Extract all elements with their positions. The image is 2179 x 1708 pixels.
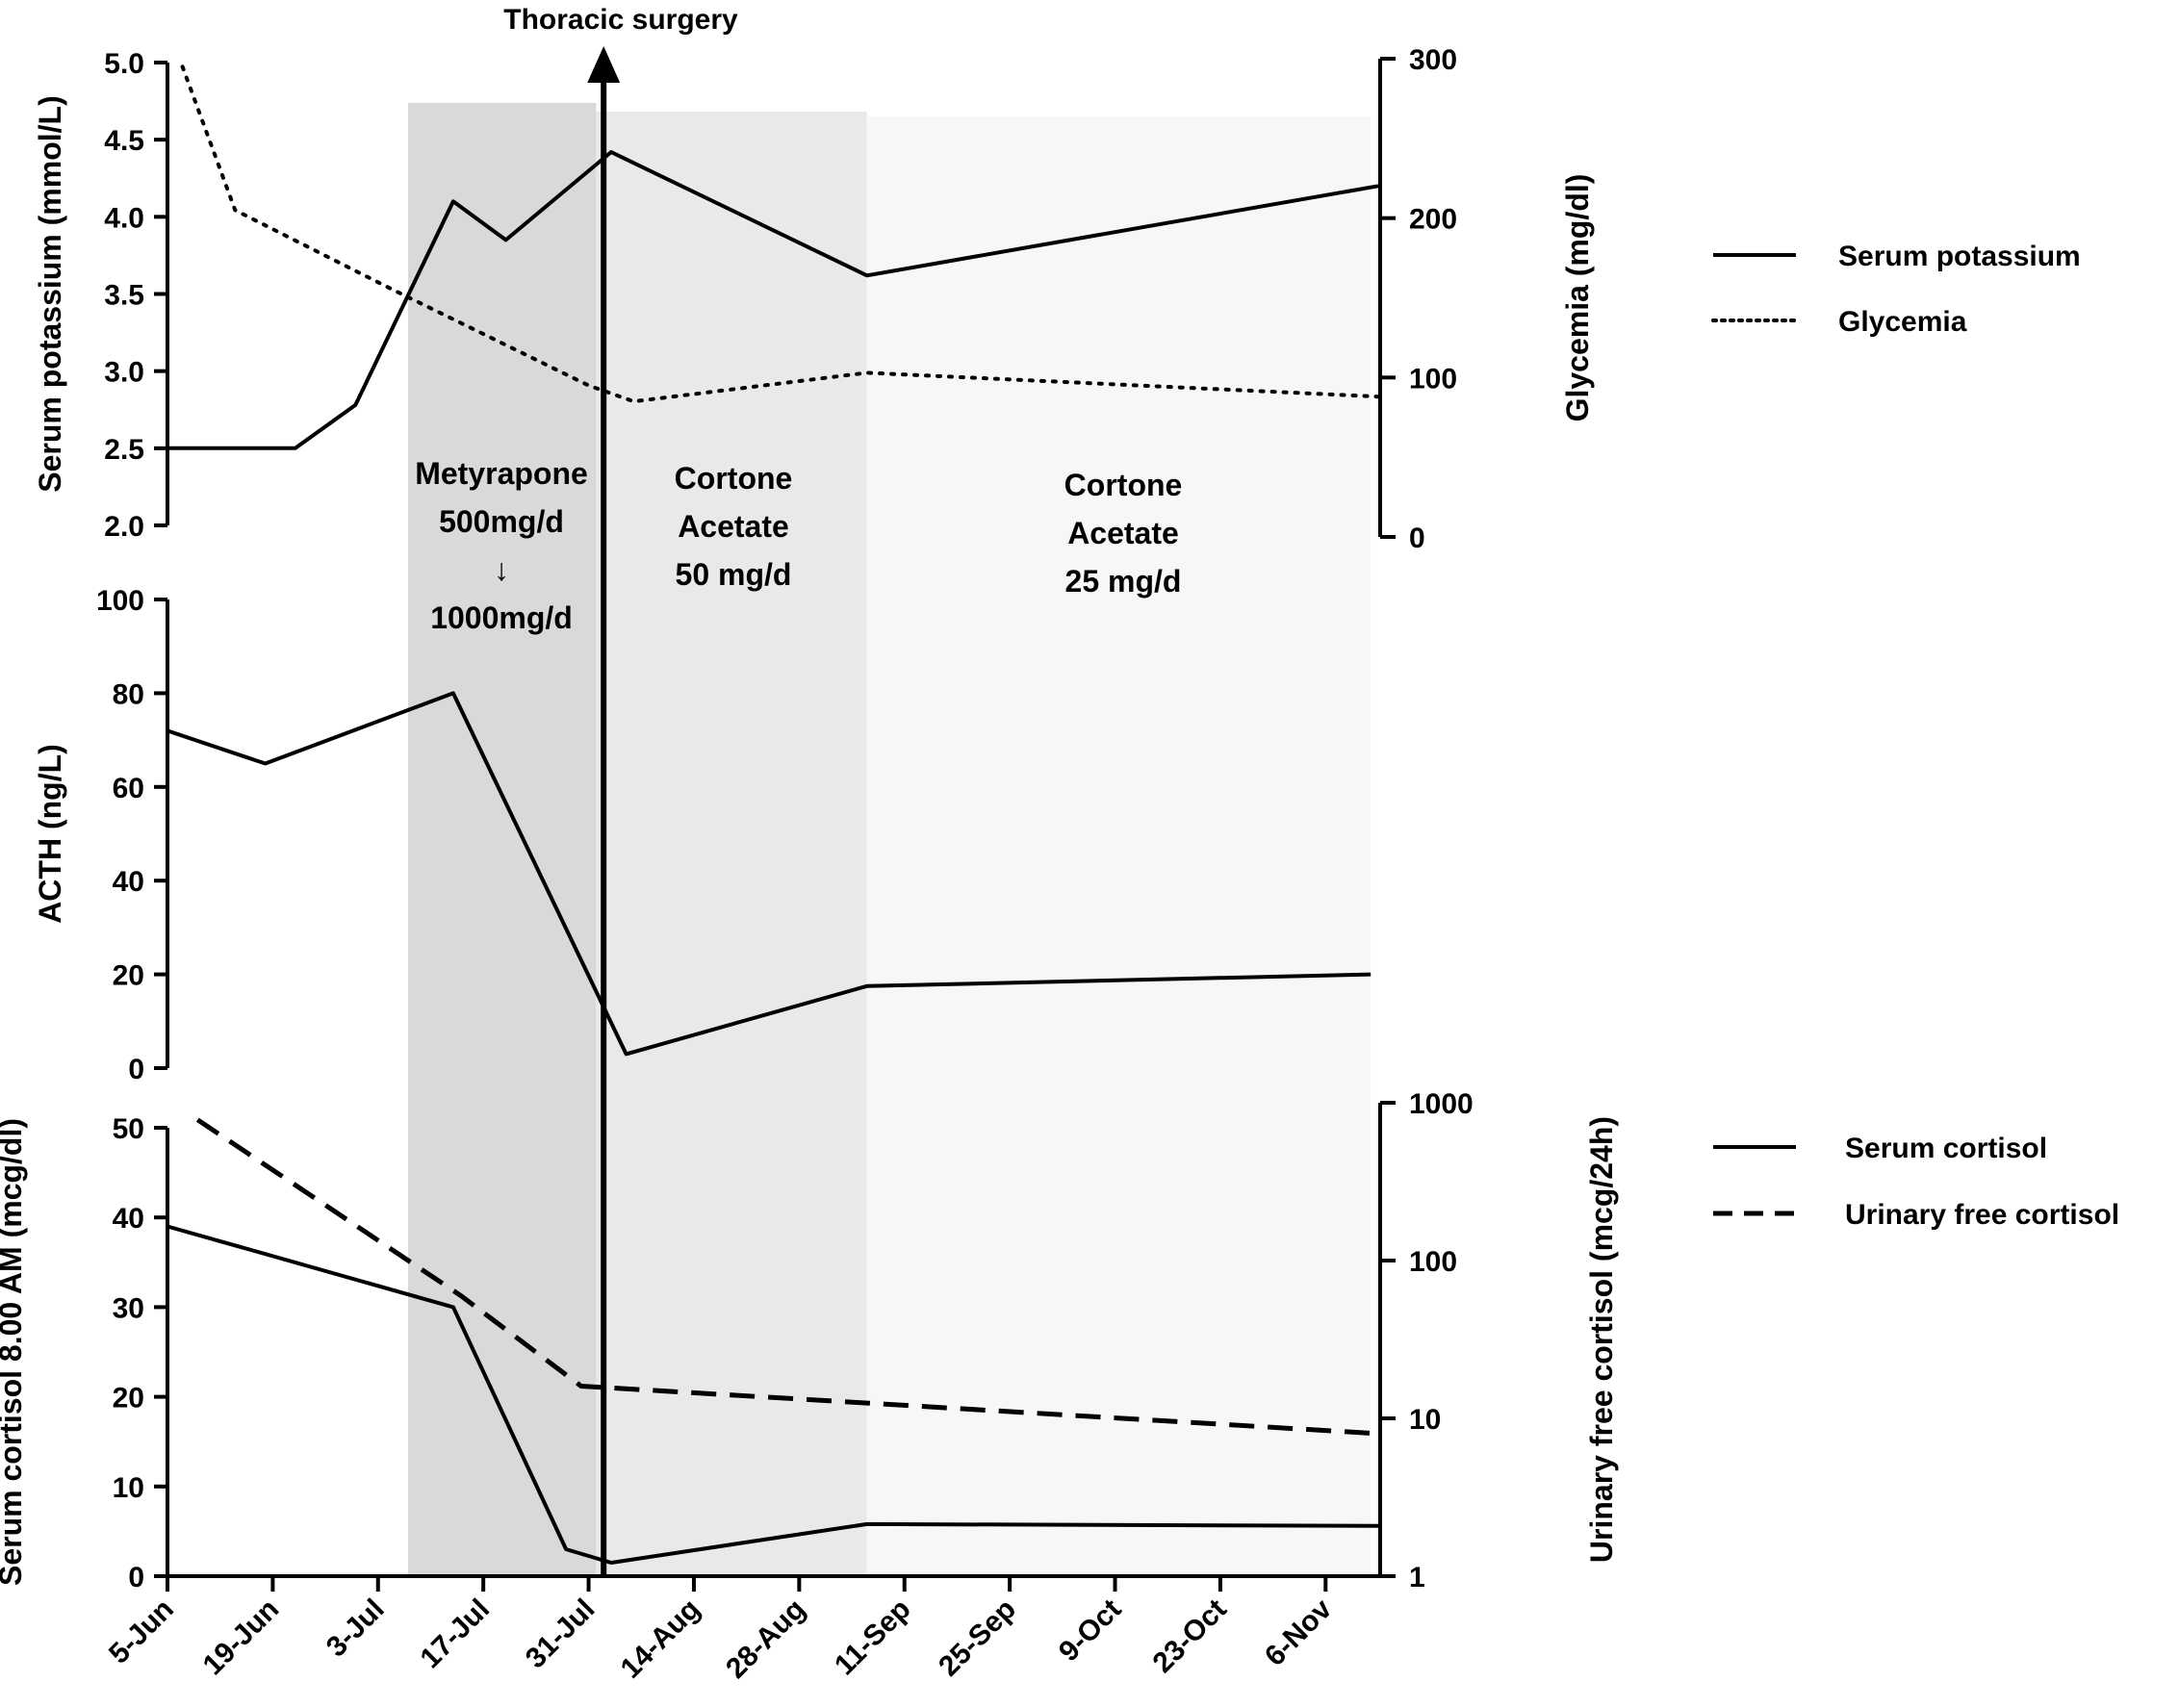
bottom-left-tick-label: 10 — [113, 1472, 144, 1504]
x-tick-label: 14-Aug — [615, 1593, 706, 1685]
top-left-tick-label: 3.0 — [104, 357, 144, 389]
legends: Serum potassium Glycemia Serum cortisol Uri… — [1711, 241, 2119, 1231]
phase-labels: Metyrapone 500mg/d ↓ 1000mg/d Cortone Acetate… — [415, 456, 1182, 635]
x-tick-label: 31-Jul — [520, 1593, 602, 1675]
bottom-left-axis-title: Serum cortisol 8.00 AM (mcg/dl) — [0, 1118, 28, 1586]
x-tick-label: 23-Oct — [1147, 1593, 1233, 1679]
series-line-serum-potassium — [167, 150, 1379, 450]
bottom-right-tick-label: 10 — [1409, 1404, 1441, 1436]
bottom-left-tick-label: 40 — [113, 1203, 144, 1235]
top-right-axis-title: Glycemia (mg/dl) — [1560, 174, 1595, 422]
phase-label-cortone-50-line: Cortone — [675, 461, 793, 496]
top-left-tick-label: 2.0 — [104, 511, 144, 543]
x-tick-label: 28-Aug — [720, 1593, 811, 1685]
x-tick-label: 11-Sep — [829, 1593, 917, 1682]
middle-left-tick-label: 20 — [113, 960, 144, 992]
series-line-urinary-free-cortisol — [195, 1117, 1379, 1437]
x-tick-label: 17-Jul — [414, 1593, 496, 1675]
x-tick-label: 3-Jul — [320, 1593, 391, 1664]
top-left-axis-title: Serum potassium (mmol/L) — [33, 95, 67, 493]
x-tick-label: 9-Oct — [1053, 1593, 1128, 1669]
middle-left-tick-label: 60 — [113, 773, 144, 804]
x-tick-label: 6-Nov — [1259, 1593, 1338, 1671]
top-right-tick-label: 100 — [1409, 363, 1457, 395]
phase-bands — [408, 103, 1371, 1574]
bottom-right-tick-label: 1000 — [1409, 1088, 1474, 1120]
phase-label-cortone-25-line: 25 mg/d — [1065, 564, 1182, 599]
middle-left-tick-label: 100 — [96, 585, 144, 617]
bottom-right-tick-label: 100 — [1409, 1246, 1457, 1278]
phase-label-cortone-25-line: Cortone — [1064, 468, 1183, 502]
legend-label: Urinary free cortisol — [1845, 1199, 2119, 1231]
phase-band-metyrapone — [408, 103, 597, 1574]
middle-left-axis-title: ACTH (ng/L) — [33, 744, 67, 924]
bottom-left-tick-label: 50 — [113, 1113, 144, 1145]
legend-label: Glycemia — [1838, 306, 1967, 338]
legend-label: Serum cortisol — [1845, 1133, 2047, 1164]
phase-label-metyrapone-line: 500mg/d — [439, 504, 564, 539]
phase-label-metyrapone-line: Metyrapone — [415, 456, 588, 491]
middle-left-tick-label: 0 — [128, 1054, 144, 1085]
bottom-right-tick-label: 1 — [1409, 1562, 1425, 1593]
phase-band-cortone-25 — [866, 116, 1371, 1574]
series-lines — [167, 64, 1380, 1565]
surgery-marker: Thoracic surgery — [503, 4, 738, 1578]
phase-label-metyrapone-line: 1000mg/d — [430, 600, 573, 635]
phase-label-metyrapone-line: ↓ — [494, 552, 509, 587]
series-line-serum-cortisol — [167, 1224, 1379, 1565]
top-left-tick-label: 4.5 — [104, 125, 144, 157]
middle-left-tick-label: 80 — [113, 678, 144, 710]
surgery-arrowhead — [587, 46, 621, 83]
surgery-label: Thoracic surgery — [503, 4, 738, 36]
x-tick-label: 25-Sep — [933, 1593, 1022, 1683]
middle-left-tick-label: 40 — [113, 866, 144, 898]
top-right-tick-label: 0 — [1409, 523, 1425, 554]
top-right-tick-label: 300 — [1409, 44, 1457, 76]
x-tick-label: 19-Jun — [197, 1593, 286, 1682]
top-left-tick-label: 3.5 — [104, 280, 144, 312]
phase-label-cortone-50-line: 50 mg/d — [676, 557, 792, 592]
bottom-left-tick-label: 0 — [128, 1562, 144, 1593]
bottom-left-tick-label: 20 — [113, 1383, 144, 1415]
phase-label-cortone-25-line: Acetate — [1067, 516, 1179, 550]
phase-band-cortone-50 — [596, 112, 867, 1574]
top-left-tick-label: 4.0 — [104, 202, 144, 234]
series-line-acth — [167, 691, 1371, 1057]
bottom-left-tick-label: 30 — [113, 1292, 144, 1324]
legend-label: Serum potassium — [1838, 241, 2081, 272]
top-left-tick-label: 5.0 — [104, 48, 144, 80]
top-left-tick-label: 2.5 — [104, 434, 144, 466]
bottom-right-axis-title: Urinary free cortisol (mcg/24h) — [1584, 1116, 1619, 1563]
phase-label-cortone-50-line: Acetate — [678, 509, 789, 544]
top-right-tick-label: 200 — [1409, 204, 1457, 236]
series-line-glycemia — [180, 64, 1380, 404]
x-tick-label: 5-Jun — [103, 1593, 180, 1670]
